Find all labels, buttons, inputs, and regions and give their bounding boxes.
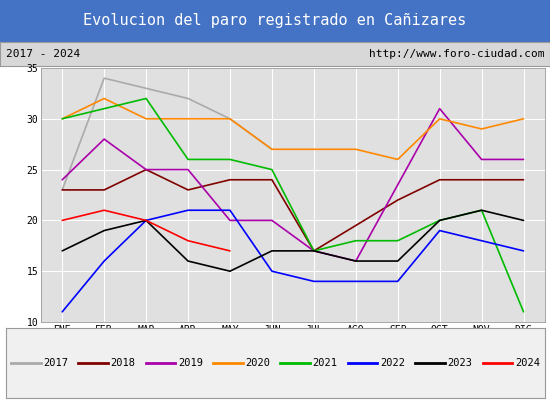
Text: 2019: 2019 (178, 358, 203, 368)
Text: Evolucion del paro registrado en Cañizares: Evolucion del paro registrado en Cañizar… (84, 14, 466, 28)
Text: 2023: 2023 (448, 358, 472, 368)
Text: 2024: 2024 (515, 358, 540, 368)
Text: http://www.foro-ciudad.com: http://www.foro-ciudad.com (369, 49, 544, 59)
Text: 2021: 2021 (313, 358, 338, 368)
Text: 2017: 2017 (43, 358, 68, 368)
Text: 2017 - 2024: 2017 - 2024 (6, 49, 80, 59)
Text: 2022: 2022 (380, 358, 405, 368)
Text: 2020: 2020 (245, 358, 271, 368)
Text: 2018: 2018 (111, 358, 136, 368)
